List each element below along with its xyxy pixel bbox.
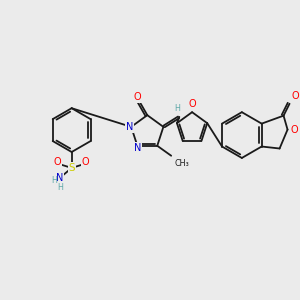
Text: O: O [292, 91, 299, 101]
Text: O: O [54, 157, 62, 167]
Text: S: S [68, 163, 75, 173]
Text: H: H [57, 183, 63, 192]
Text: O: O [290, 124, 298, 135]
Text: H: H [51, 176, 57, 185]
Text: CH₃: CH₃ [174, 159, 189, 168]
Text: O: O [188, 99, 196, 109]
Text: O: O [134, 92, 141, 102]
Text: N: N [125, 122, 133, 132]
Text: O: O [82, 157, 89, 167]
Text: N: N [134, 143, 141, 153]
Text: H: H [174, 104, 180, 113]
Text: N: N [56, 173, 63, 183]
